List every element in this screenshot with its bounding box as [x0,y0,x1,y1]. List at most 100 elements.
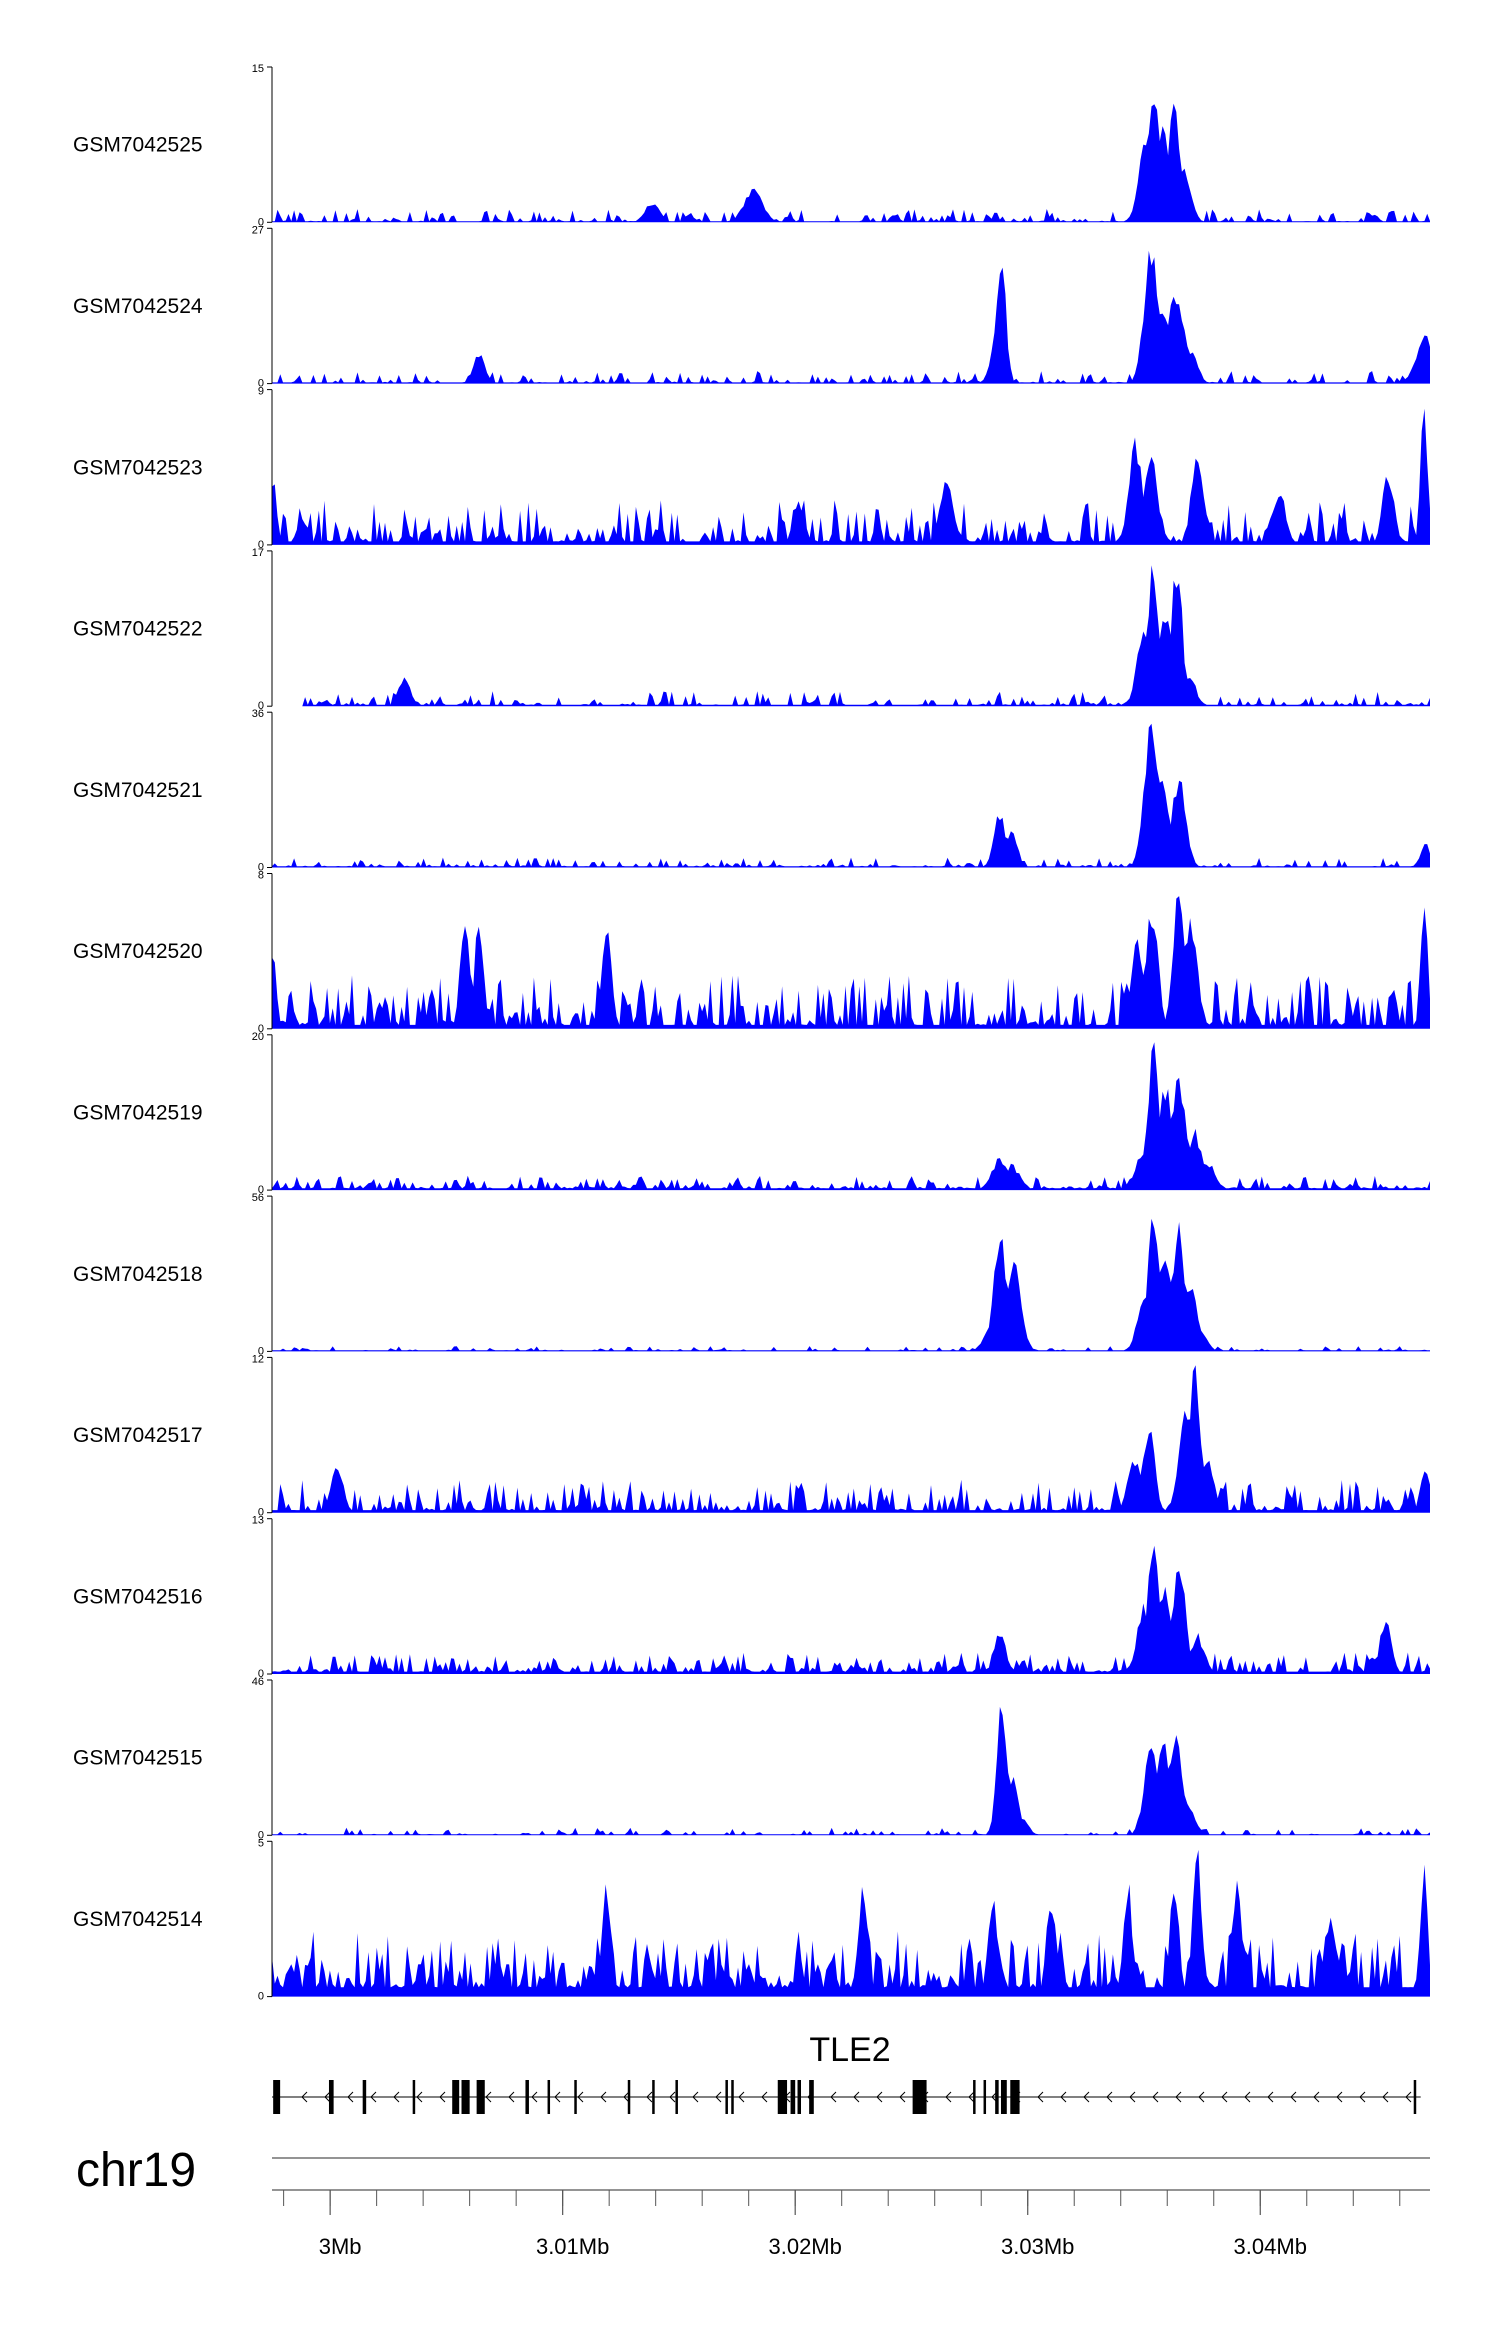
strand-arrow [508,2091,515,2103]
y-min-label: 0 [258,1668,264,1680]
y-max-label: 15 [252,63,264,75]
exon [1413,2080,1417,2114]
y-max-label: 9 [258,386,264,398]
track-name: GSM7042516 [73,1585,203,1608]
track-name: GSM7042523 [73,456,203,479]
strand-arrow [1083,2091,1090,2103]
exon [452,2080,460,2114]
track-name: GSM7042521 [73,779,203,802]
exon [273,2080,281,2114]
track-GSM7042518: 56 0 GSM7042518 [73,1192,1430,1357]
track-name: GSM7042518 [73,1263,203,1286]
exon [983,2080,987,2114]
exon [328,2080,334,2114]
exon [912,2080,927,2114]
strand-arrow [577,2091,584,2103]
strand-arrow [876,2091,883,2103]
strand-arrow [393,2091,400,2103]
y-min-label: 0 [258,378,264,390]
strand-arrow [416,2091,423,2103]
strand-arrow [531,2091,538,2103]
axis-tick-label: 3.01Mb [536,2234,609,2259]
track-GSM7042522: 17 0 GSM7042522 [73,547,1430,712]
axis-tick-label: 3Mb [319,2234,362,2259]
genome-axis: chr19 3Mb 3.01Mb 3.02Mb 3.03Mb 3.04Mb [76,2144,1430,2259]
strand-arrow [600,2091,607,2103]
strand-arrow [1106,2091,1113,2103]
signal-area [272,103,1430,223]
track-name: GSM7042522 [73,618,203,641]
strand-arrow [899,2091,906,2103]
track-name: GSM7042524 [73,295,203,318]
strand-arrow [623,2091,630,2103]
strand-arrow [1336,2091,1343,2103]
strand-arrow [646,2091,653,2103]
strand-arrow [692,2091,699,2103]
strand-arrow [1313,2091,1320,2103]
exon [731,2080,734,2114]
track-GSM7042524: 27 0 GSM7042524 [73,224,1430,390]
strand-arrow [1359,2091,1366,2103]
signal-area [272,1042,1430,1191]
y-max-label: 20 [252,1031,264,1043]
strand-arrow [761,2091,768,2103]
axis-tick-label: 3.02Mb [768,2234,841,2259]
strand-arrow [1382,2091,1389,2103]
track-name: GSM7042514 [73,1908,203,1931]
track-GSM7042520: 8 0 GSM7042520 [73,870,1430,1035]
y-min-label: 0 [258,539,264,551]
strand-arrow [324,2091,331,2103]
strand-arrow [301,2091,308,2103]
y-max-label: 56 [252,1192,264,1204]
strand-arrow [853,2091,860,2103]
strand-arrow [1244,2091,1251,2103]
track-name: GSM7042520 [73,940,203,963]
y-max-label: 5 [258,1837,264,1849]
signal-area [272,1706,1430,1836]
exon [412,2080,416,2114]
track-GSM7042521: 36 0 GSM7042521 [73,708,1430,874]
signal-area [272,723,1430,868]
y-max-label: 8 [258,870,264,882]
y-min-label: 0 [258,1184,264,1196]
y-max-label: 46 [252,1676,264,1688]
y-min-label: 0 [258,1507,264,1519]
exon [476,2080,485,2114]
strand-arrow [1405,2091,1412,2103]
strand-arrow [439,2091,446,2103]
track-GSM7042525: 15 0 GSM7042525 [73,63,1430,228]
y-min-label: 0 [258,862,264,874]
track-GSM7042519: 20 0 GSM7042519 [73,1031,1430,1196]
exon [547,2080,551,2114]
y-max-label: 12 [252,1353,264,1365]
exon [652,2080,655,2114]
exon [790,2080,796,2114]
track-name: GSM7042525 [73,134,203,157]
gene-label: TLE2 [809,2031,890,2069]
strand-arrow [968,2091,975,2103]
track-GSM7042516: 13 0 GSM7042516 [73,1515,1430,1680]
track-name: GSM7042519 [73,1101,203,1124]
y-max-label: 13 [252,1515,264,1527]
strand-arrow [485,2091,492,2103]
strand-arrow [1175,2091,1182,2103]
track-name: GSM7042517 [73,1424,203,1447]
y-min-label: 0 [258,216,264,228]
chromosome-label: chr19 [76,2144,196,2197]
track-GSM7042514: 5 0 GSM7042514 [73,1837,1430,2003]
signal-area [272,1365,1430,1513]
track-GSM7042517: 12 0 GSM7042517 [73,1353,1430,1519]
strand-arrow [1267,2091,1274,2103]
exon [1010,2080,1020,2114]
y-max-label: 27 [252,224,264,236]
exon [574,2080,577,2114]
exon [777,2080,788,2114]
tracks: 150GSM7042525270GSM704252490GSM704252317… [73,63,1430,2003]
exon [461,2080,470,2114]
y-min-label: 0 [258,1991,264,2003]
strand-arrow [1060,2091,1067,2103]
exon [809,2080,814,2114]
strand-arrow [370,2091,377,2103]
exon [725,2080,728,2114]
